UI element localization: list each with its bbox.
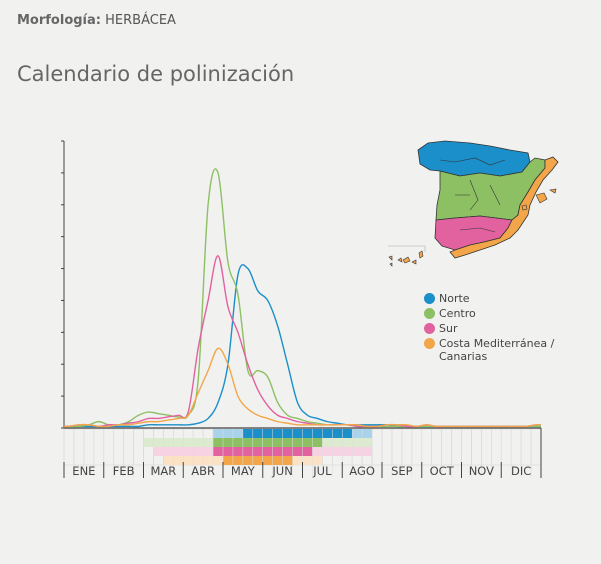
morphology-key: Morfología: bbox=[17, 13, 101, 28]
svg-text:MAR: MAR bbox=[150, 464, 176, 478]
legend-item-norte: Norte bbox=[424, 292, 554, 305]
svg-text:DIC: DIC bbox=[511, 464, 531, 478]
legend-item-costa: Costa Mediterránea / Canarias bbox=[424, 337, 554, 363]
map-region-costa bbox=[449, 156, 559, 259]
svg-text:JUL: JUL bbox=[312, 464, 332, 478]
svg-text:NOV: NOV bbox=[469, 464, 494, 478]
legend-item-sur: Sur bbox=[424, 322, 554, 335]
chart-legend: Norte Centro Sur Costa Mediterránea / Can… bbox=[424, 292, 554, 365]
legend-dot-icon bbox=[424, 323, 435, 334]
svg-text:JUN: JUN bbox=[271, 464, 292, 478]
curve-costa bbox=[63, 347, 542, 428]
page-title: Calendario de polinización bbox=[17, 62, 295, 86]
legend-dot-icon bbox=[424, 293, 435, 304]
legend-item-centro: Centro bbox=[424, 307, 554, 320]
legend-dot-icon bbox=[424, 338, 435, 349]
pollen-curves bbox=[63, 168, 542, 428]
svg-text:ABR: ABR bbox=[191, 464, 215, 478]
svg-text:OCT: OCT bbox=[430, 464, 455, 478]
morphology-label: Morfología: HERBÁCEA bbox=[17, 13, 176, 28]
morphology-value: HERBÁCEA bbox=[105, 13, 176, 28]
y-axis bbox=[61, 140, 65, 429]
calendar-grid bbox=[63, 427, 542, 478]
legend-dot-icon bbox=[424, 308, 435, 319]
svg-text:ENE: ENE bbox=[72, 464, 95, 478]
map-balearic bbox=[521, 188, 557, 211]
map-canarias bbox=[388, 250, 424, 267]
svg-text:MAY: MAY bbox=[231, 464, 256, 478]
spain-region-map bbox=[388, 140, 559, 267]
svg-text:AGO: AGO bbox=[349, 464, 375, 478]
svg-text:FEB: FEB bbox=[113, 464, 135, 478]
month-labels: ENE FEB MAR ABR MAY JUN JUL AGO SEP OCT NOV DIC bbox=[63, 462, 531, 478]
svg-text:SEP: SEP bbox=[391, 464, 413, 478]
